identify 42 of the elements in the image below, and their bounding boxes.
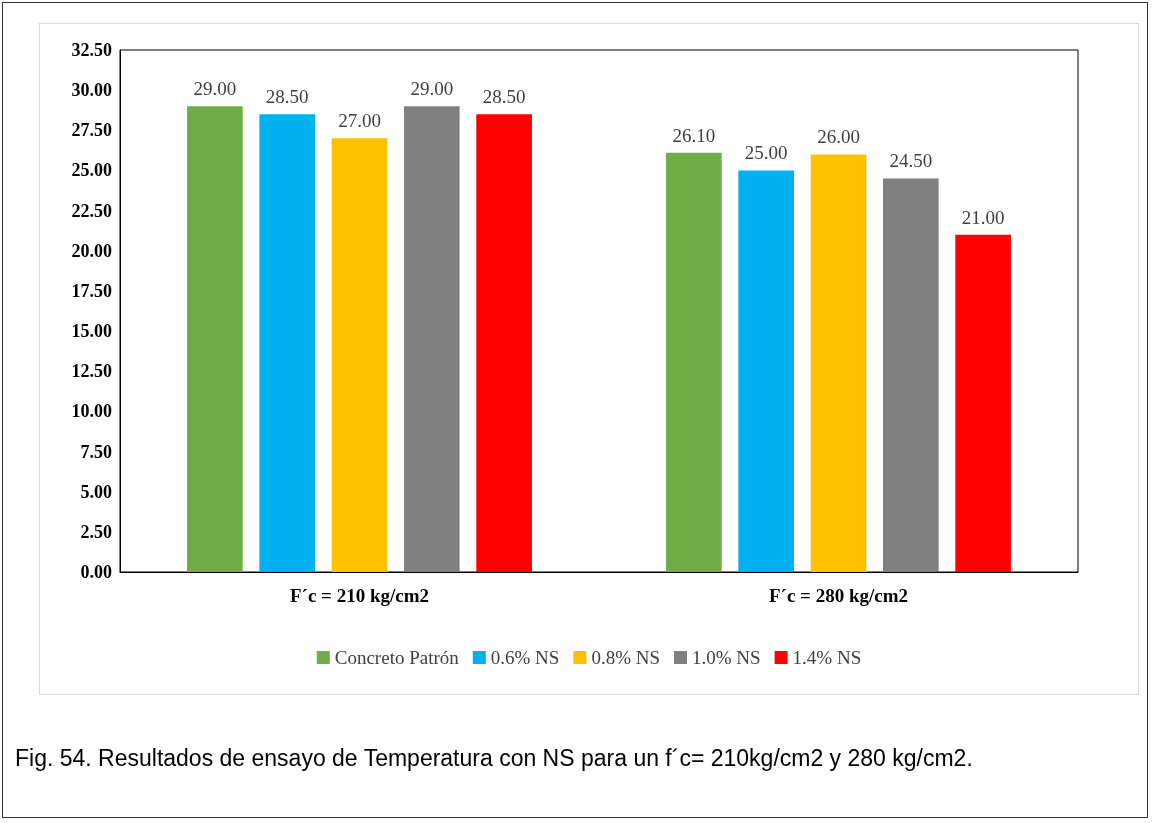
- bar: [955, 234, 1011, 572]
- bar: [259, 114, 315, 572]
- data-label: 28.50: [265, 86, 309, 108]
- bar: [883, 178, 939, 572]
- y-tick-label: 32.50: [71, 40, 112, 60]
- y-tick-label: 25.00: [71, 160, 112, 181]
- data-label: 25.00: [744, 142, 788, 164]
- data-label: 24.50: [889, 150, 933, 172]
- legend-label: 1.4% NS: [792, 647, 862, 668]
- y-tick-label: 20.00: [71, 240, 112, 261]
- y-tick-label: 27.50: [71, 120, 112, 141]
- legend-label: 0.6% NS: [490, 647, 560, 668]
- data-label: 28.50: [482, 86, 526, 108]
- legend-label: Concreto Patrón: [334, 647, 460, 668]
- y-tick-label: 22.50: [71, 200, 112, 221]
- y-tick-label: 17.50: [71, 280, 112, 301]
- bar: [187, 106, 243, 572]
- y-tick-label: 30.00: [71, 80, 112, 101]
- bar: [476, 114, 532, 572]
- bar: [331, 138, 388, 572]
- x-tick-label: F´c = 210 kg/cm2: [289, 585, 430, 606]
- y-tick-label: 15.00: [71, 321, 112, 342]
- data-label: 29.00: [193, 78, 237, 100]
- caption: Fig. 54. Resultados de ensayo de Temperatura con NS para un f´c= 210kg/cm2 y 280 kg/cm2.: [15, 744, 974, 773]
- bar: [404, 106, 460, 572]
- x-tick-label: F´c = 280 kg/cm2: [768, 585, 909, 606]
- y-tick-label: 0.00: [80, 562, 112, 582]
- y-tick-label: 5.00: [80, 481, 112, 502]
- y-tick-label: 10.00: [71, 401, 112, 422]
- y-tick-label: 12.50: [71, 361, 112, 382]
- data-label: 26.00: [817, 126, 860, 148]
- data-label: 26.10: [672, 124, 716, 146]
- legend-label: 1.0% NS: [692, 647, 761, 668]
- bar: [666, 152, 722, 572]
- bar: [738, 170, 794, 572]
- data-label: 29.00: [410, 78, 454, 100]
- y-tick-label: 2.50: [80, 521, 112, 542]
- data-label: 21.00: [961, 206, 1005, 228]
- y-tick-label: 7.50: [80, 441, 112, 462]
- bar: [810, 154, 867, 572]
- legend-label: 0.8% NS: [591, 647, 661, 668]
- data-label: 27.00: [338, 110, 381, 132]
